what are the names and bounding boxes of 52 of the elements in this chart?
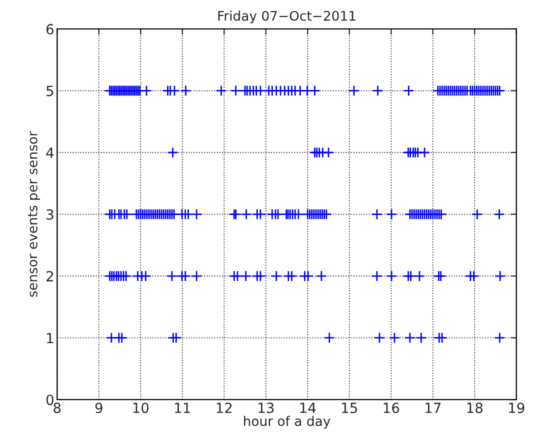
point [374,332,386,344]
x-tick-label: 17 [426,402,441,413]
point [232,270,244,282]
point [416,332,427,344]
point [140,270,152,282]
point [436,332,448,344]
x-tick-label: 18 [467,402,483,414]
y-tick-label: 5 [46,86,54,96]
y-tick-label: 1 [47,332,54,344]
point [388,332,400,344]
point [286,270,298,282]
point [418,146,430,158]
point [170,332,182,344]
chart-title: Friday 07−Oct−2011 [218,10,356,24]
point [324,332,335,344]
x-axis-title: hour of a day [244,416,330,429]
x-tick-label: 8 [54,402,61,414]
point [167,146,178,158]
point [405,270,416,282]
point [494,332,506,344]
x-tick-label: 19 [509,402,524,414]
x-tick-label: 13 [258,402,274,414]
point [404,332,416,344]
x-tick-label: 16 [384,402,400,414]
y-tick-label: 0 [46,394,54,406]
y-tick-label: 6 [46,24,54,34]
y-tick-label: 4 [46,148,54,158]
point [240,270,252,282]
point [414,270,426,282]
point [166,270,178,282]
point [468,270,480,282]
y-tick-label: 2 [46,271,53,282]
point [371,270,383,282]
x-tick-label: 15 [342,402,358,414]
x-tick-label: 11 [175,402,190,413]
x-tick-label: 10 [133,402,149,414]
point [494,270,506,282]
point [302,270,314,282]
point [116,332,128,344]
point [270,270,282,282]
x-tick-label: 14 [300,402,316,413]
point [190,270,202,282]
x-tick-label: 12 [216,402,232,413]
point [120,270,132,282]
point [322,146,334,158]
y-tick-label: 3 [46,209,54,220]
point [386,270,398,282]
point [180,270,191,282]
y-axis-title: sensor events per sensor [28,131,40,297]
point [316,270,328,282]
x-tick-label: 9 [95,402,102,414]
point [254,270,266,282]
